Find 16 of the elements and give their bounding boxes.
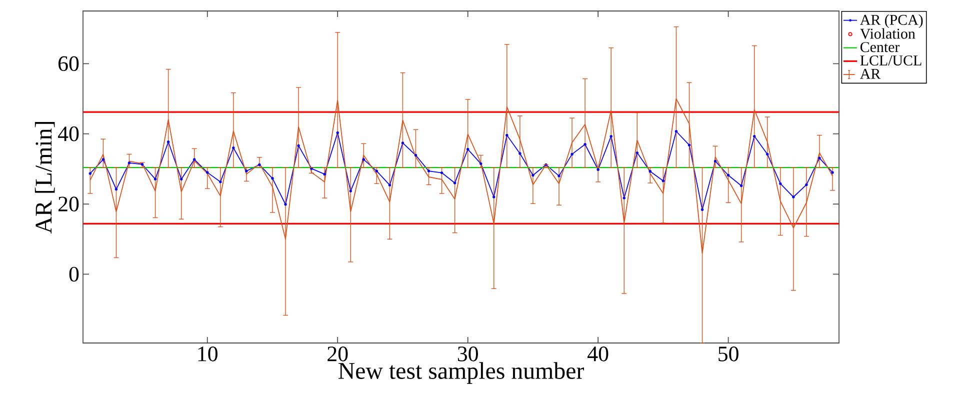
- legend-label: AR (PCA): [860, 14, 923, 28]
- y-tick-label: 0: [69, 266, 79, 282]
- x-tick-label: 30: [458, 346, 478, 362]
- legend-label: LCL/UCL: [860, 55, 922, 66]
- y-tick-label: 20: [58, 196, 79, 212]
- y-tick-label: 40: [58, 126, 79, 142]
- y-axis-title: AR [L/min]: [34, 122, 55, 234]
- y-tick-label: 60: [58, 56, 79, 72]
- legend-label: Violation: [860, 28, 916, 39]
- x-axis-title: New test samples number: [338, 362, 584, 384]
- legend-label: Center: [860, 42, 900, 52]
- x-tick-label: 50: [718, 346, 738, 362]
- x-tick-label: 20: [328, 346, 348, 362]
- x-tick-label: 10: [198, 346, 218, 362]
- legend-label: AR: [860, 68, 881, 79]
- x-tick-label: 40: [588, 346, 608, 362]
